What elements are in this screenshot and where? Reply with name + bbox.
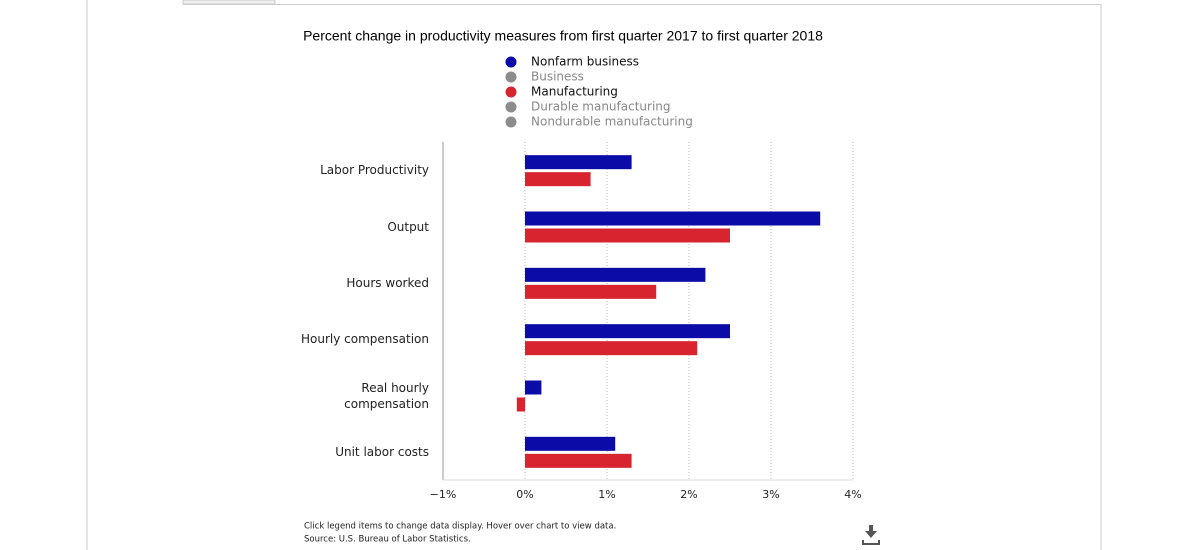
x-tick-label: 1% — [598, 488, 615, 501]
legend-label[interactable]: Durable manufacturing — [531, 100, 671, 114]
legend-label[interactable]: Nonfarm business — [531, 55, 639, 69]
bar[interactable] — [525, 436, 616, 451]
note: Click legend items to change data displa… — [304, 522, 616, 532]
x-tick-label: 0% — [516, 488, 533, 501]
bar[interactable] — [525, 324, 730, 339]
y-tick-label: Hours worked — [346, 275, 429, 290]
bar[interactable] — [525, 380, 542, 395]
x-tick-label: −1% — [430, 488, 457, 501]
y-tick-label: Labor Productivity — [320, 163, 429, 178]
chart-title: Percent change in productivity measures … — [303, 28, 823, 44]
bar[interactable] — [525, 341, 698, 356]
bar[interactable] — [525, 284, 657, 299]
x-tick-label: 4% — [844, 488, 861, 501]
legend-label[interactable]: Manufacturing — [531, 85, 618, 99]
legend-marker[interactable] — [505, 71, 517, 83]
x-tick-label: 3% — [762, 488, 779, 501]
legend-label[interactable]: Nondurable manufacturing — [531, 115, 693, 129]
bar[interactable] — [525, 267, 706, 282]
y-tick-label: Output — [387, 219, 429, 234]
bar[interactable] — [525, 453, 632, 468]
tab[interactable] — [182, 0, 276, 5]
bar[interactable] — [525, 155, 632, 170]
legend-marker[interactable] — [505, 86, 517, 98]
source: Source: U.S. Bureau of Labor Statistics. — [304, 535, 471, 545]
download-icon[interactable] — [862, 525, 880, 545]
y-tick-label: Real hourly compensation — [344, 380, 429, 411]
x-tick-label: 2% — [680, 488, 697, 501]
bar[interactable] — [516, 397, 525, 412]
legend-marker[interactable] — [505, 101, 517, 113]
legend-marker[interactable] — [505, 56, 517, 68]
bar[interactable] — [525, 172, 591, 187]
legend-label[interactable]: Business — [531, 70, 584, 84]
y-tick-label: Unit labor costs — [335, 444, 429, 459]
bar[interactable] — [525, 228, 730, 243]
bar[interactable] — [525, 211, 821, 226]
legend-marker[interactable] — [505, 116, 517, 128]
y-tick-label: Hourly compensation — [301, 332, 429, 347]
